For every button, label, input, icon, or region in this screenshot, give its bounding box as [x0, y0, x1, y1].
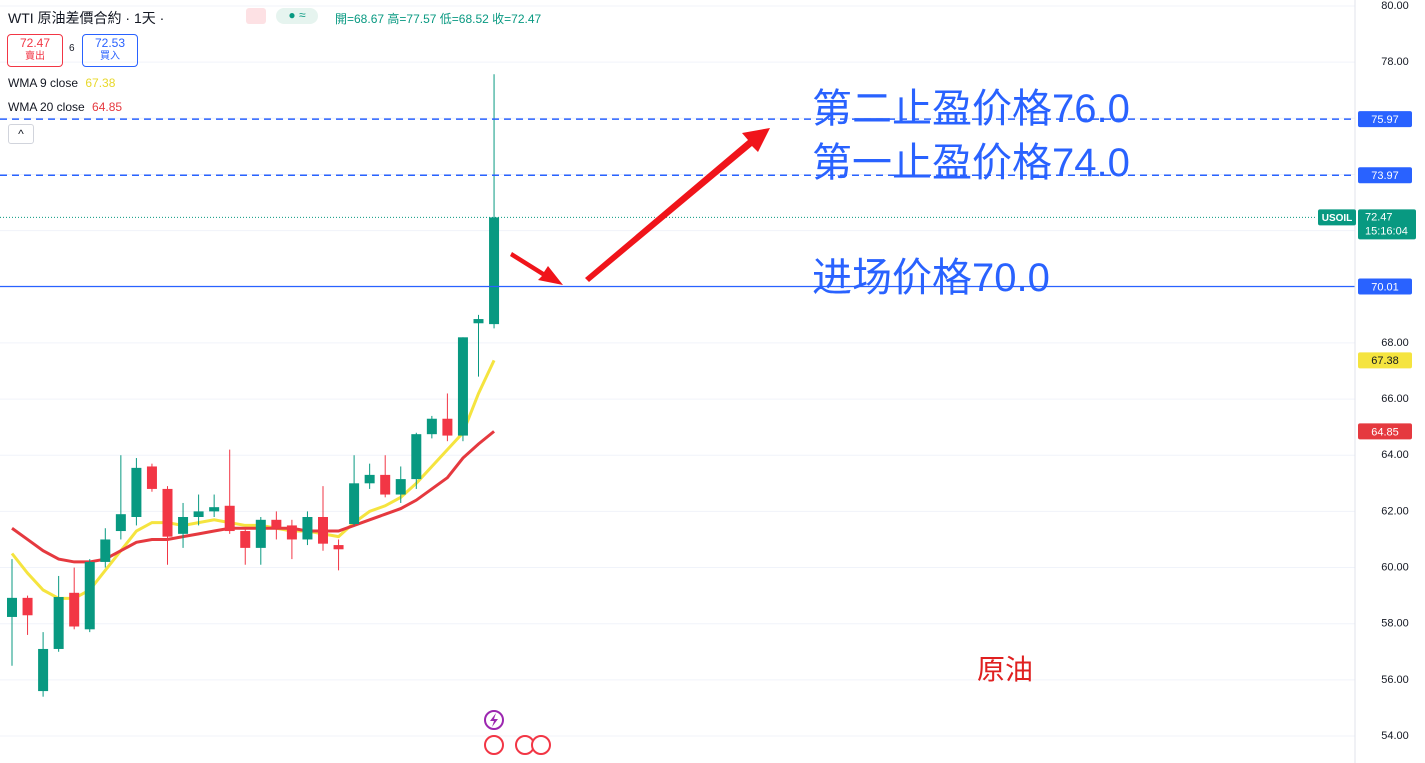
symbol-badge: USOIL: [1322, 213, 1353, 224]
last-price-bg: [1358, 209, 1416, 240]
candle-body: [22, 597, 33, 616]
price-line-label: 70.01: [1371, 281, 1399, 293]
price-line-label-bg: [1358, 278, 1412, 295]
overlay: 54.00 56.00 58.00 60.00 62.00 64.00 66.00 68.00…: [1318, 0, 1416, 742]
candle-body: [442, 418, 453, 436]
legend-item: WMA 9 close 67.38: [8, 76, 115, 90]
candle-body: [489, 217, 500, 325]
buy-price: 72.53: [94, 36, 126, 50]
ohlc: 開=68.67 高=77.57 低=68.52 收=72.47: [335, 10, 541, 27]
flag-icon[interactable]: [484, 735, 504, 755]
last-price-label: 72.47: [1365, 211, 1393, 223]
candle-body: [395, 479, 406, 495]
candle-body: [53, 597, 64, 649]
candle-body: [162, 488, 173, 537]
y-tick-label: 58.00: [1381, 618, 1409, 630]
sell-label: 賣出: [25, 51, 45, 62]
status-badge[interactable]: ● ≈: [276, 8, 318, 24]
legend-item: WMA 20 close 64.85: [8, 100, 122, 114]
candle-body: [473, 319, 484, 324]
badge[interactable]: [246, 8, 266, 24]
candle-body: [349, 483, 360, 525]
annotation: 第二止盈价格76.0: [812, 87, 1130, 131]
event-icon-glyph: [490, 713, 498, 727]
ohlc-open: 開=68.67: [335, 12, 385, 26]
y-tick-label: 60.00: [1381, 561, 1409, 573]
annotation: 进场价格70.0: [812, 256, 1050, 300]
ma-value-label: 64.85: [1371, 426, 1399, 438]
price-line-label-bg: [1358, 111, 1412, 128]
price-line-label-bg: [1358, 167, 1412, 184]
symbol-badge-bg: [1318, 209, 1356, 226]
candle-body: [457, 337, 468, 436]
candle-body: [224, 505, 235, 532]
candle-body: [146, 466, 157, 489]
candle-body: [100, 539, 111, 562]
candle-body: [69, 592, 80, 627]
legend-name: WMA 9 close: [8, 76, 79, 90]
candle-body: [333, 545, 344, 550]
candle-body: [411, 434, 422, 480]
annotation: 原油: [977, 655, 1034, 686]
price-line-label: 73.97: [1371, 170, 1399, 182]
spread: 6: [69, 43, 75, 54]
candle-body: [240, 531, 251, 548]
candle-body: [38, 648, 49, 692]
y-tick-label: 64.00: [1381, 449, 1409, 461]
collapse-button[interactable]: ^: [8, 124, 34, 144]
candle-body: [426, 418, 437, 435]
legend-value: 64.85: [92, 100, 123, 114]
candle-body: [318, 517, 328, 544]
countdown: 15:16:04: [1365, 225, 1408, 237]
ma-line: [11, 430, 495, 564]
candle-body: [193, 511, 204, 517]
y-tick-label: 54.00: [1381, 730, 1409, 742]
candle-body: [271, 519, 282, 529]
flag-icon[interactable]: [531, 735, 551, 755]
candle-body: [364, 474, 375, 484]
plot: [0, 5, 1355, 737]
ohlc-high: 高=77.57: [387, 12, 437, 26]
candle-body: [255, 519, 266, 548]
y-tick-label: 68.00: [1381, 337, 1409, 349]
candle-body: [380, 474, 391, 495]
legend-name: WMA 20 close: [8, 100, 85, 114]
y-tick-label: 56.00: [1381, 674, 1409, 686]
arrow: [510, 252, 563, 285]
candle-body: [7, 597, 17, 617]
ma-value-label-bg: [1358, 423, 1412, 440]
buy-label: 買入: [100, 51, 120, 62]
candle-body: [178, 517, 189, 534]
arrow: [585, 128, 770, 282]
ma-value-label: 67.38: [1371, 355, 1399, 367]
candle-body: [302, 517, 313, 540]
candle-body: [131, 467, 142, 517]
chart-title: WTI 原油差價合約 · 1天 ·: [8, 10, 165, 26]
y-tick-label: 78.00: [1381, 56, 1409, 68]
candle-body: [115, 514, 126, 532]
buy-button[interactable]: 72.53 買入: [82, 34, 138, 67]
sell-button[interactable]: 72.47 賣出: [7, 34, 63, 67]
y-tick-label: 62.00: [1381, 505, 1409, 517]
candle-body: [209, 507, 220, 512]
ohlc-low: 低=68.52: [439, 12, 489, 26]
candle-body: [286, 525, 297, 540]
y-tick-label: 80.00: [1381, 0, 1409, 12]
legend-value: 67.38: [85, 76, 116, 90]
ohlc-close: 收=72.47: [492, 12, 542, 26]
ma-value-label-bg: [1358, 352, 1412, 369]
annotation: 第一止盈价格74.0: [812, 141, 1130, 185]
price-line-label: 75.97: [1371, 114, 1399, 126]
y-tick-label: 66.00: [1381, 393, 1409, 405]
sell-price: 72.47: [19, 36, 51, 50]
candle-body: [84, 561, 95, 630]
